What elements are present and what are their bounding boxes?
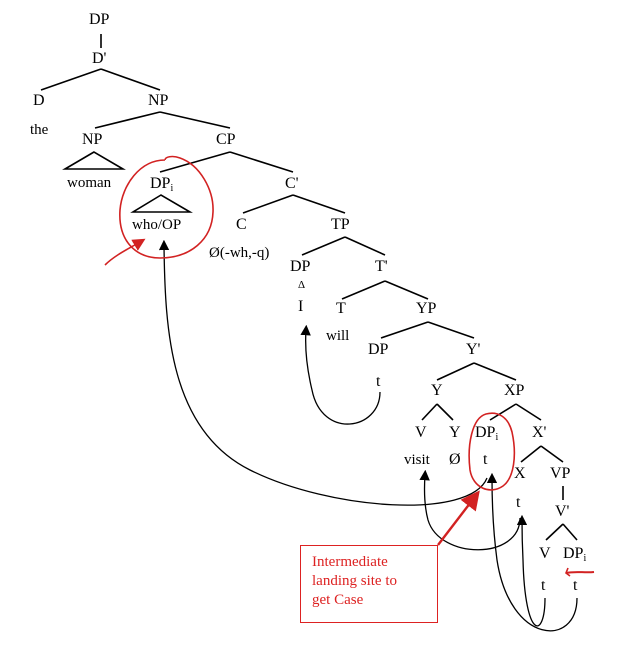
node-d: D [33,92,45,109]
node-c: C [236,216,247,233]
node-yp: YP [416,300,437,317]
annotation-line-2: landing site to [312,573,397,589]
node-t-head: T [336,300,346,317]
node-v-upper: V [415,424,427,441]
node-c-bar: C' [285,175,299,192]
node-dp-spec-y: DP [368,341,389,358]
word-c-null: Ø(-wh,-q) [209,245,270,261]
trace-v: t [541,577,546,594]
node-dp-root: DP [89,11,110,28]
node-vp: VP [550,465,571,482]
node-np-top: NP [148,92,169,109]
word-woman: woman [67,175,112,191]
node-v-lower: V [539,545,551,562]
node-np: NP [82,131,103,148]
red-hook-arrow [104,238,146,266]
node-t-bar: T' [375,258,388,275]
word-the: the [30,122,49,138]
node-d-bar: D' [92,50,107,67]
node-dp-subj: DP [290,258,311,275]
trace-x: t [516,494,521,511]
node-v-bar: V' [555,503,570,520]
red-circle-whop [119,155,214,259]
movement-arrows [158,239,578,632]
node-dp-i: DPi [150,175,174,194]
red-circle-specx [468,412,516,491]
node-xp: XP [504,382,525,399]
node-y: Y [431,382,443,399]
red-callout-arrow [437,490,480,546]
node-dp-obj: DPi [563,545,587,564]
trace-spec-y: t [376,373,381,390]
annotation-line-3: get Case [312,592,364,608]
word-will: will [326,328,350,344]
annotation-callout: Intermediate landing site to get Case [300,545,438,623]
trace-obj: t [573,577,578,594]
node-x-bar: X' [532,424,547,441]
tree-edges [40,34,578,541]
node-dp-spec-x: DPi [475,424,499,443]
node-x: X [514,465,526,482]
red-underline-mark [565,571,595,574]
trace-spec-x: t [483,451,488,468]
word-null-y: Ø [449,451,461,468]
word-i: I [298,298,304,315]
node-y-lower: Y [449,424,461,441]
node-cp: CP [216,131,236,148]
node-tp: TP [331,216,350,233]
word-visit: visit [404,452,430,468]
node-y-bar: Y' [466,341,481,358]
red-annotations [104,155,595,577]
delta-triangle: Δ [298,279,306,291]
word-who-op: who/OP [132,217,182,233]
annotation-line-1: Intermediate [312,554,388,570]
